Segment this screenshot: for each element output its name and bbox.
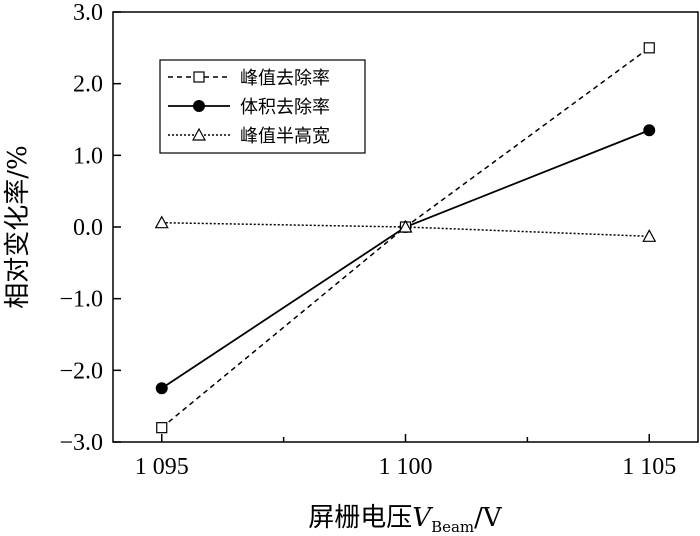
x-axis-title-unit: /V: [474, 503, 503, 533]
series-line: [161, 129, 650, 390]
x-tick-label: 1 095: [135, 454, 189, 480]
y-tick-label: 0.0: [73, 215, 103, 241]
y-tick-label: 3.0: [73, 0, 103, 26]
x-axis-title-var: V: [412, 503, 433, 533]
data-point: [643, 124, 656, 137]
series-line: [161, 221, 650, 238]
y-axis-title: 相对变化率/%: [3, 145, 33, 308]
data-point: [398, 219, 413, 233]
y-tick-label: −2.0: [59, 358, 103, 384]
data-point: [155, 382, 168, 395]
x-axis-title: 屏栅电压VBeam/V: [308, 503, 503, 536]
legend-marker: [193, 71, 205, 83]
data-point: [642, 229, 657, 242]
x-axis-title-main: 屏栅电压: [308, 503, 412, 533]
data-point: [156, 422, 168, 434]
legend-marker: [191, 127, 207, 141]
axis-ticks: −3.0 −2.0 −1.0 0.0 1.0 2.0 3.0 1 095 1 100 1 105: [59, 0, 676, 480]
legend-label: 体积去除率: [240, 97, 330, 118]
marker-layer: [154, 42, 657, 434]
legend-label: 峰值半高宽: [240, 126, 330, 147]
y-tick-label: 2.0: [73, 72, 103, 98]
y-tick-label: 1.0: [73, 143, 103, 169]
data-point: [643, 42, 655, 54]
legend-label: 峰值去除率: [240, 68, 330, 89]
x-axis-title-sub: Beam: [431, 518, 474, 536]
y-tick-label: −1.0: [59, 287, 103, 313]
legend-marker: [193, 100, 205, 112]
x-tick-label: 1 105: [622, 454, 676, 480]
x-tick-label: 1 100: [379, 454, 433, 480]
data-point: [154, 215, 169, 229]
y-tick-label: −3.0: [59, 430, 103, 456]
